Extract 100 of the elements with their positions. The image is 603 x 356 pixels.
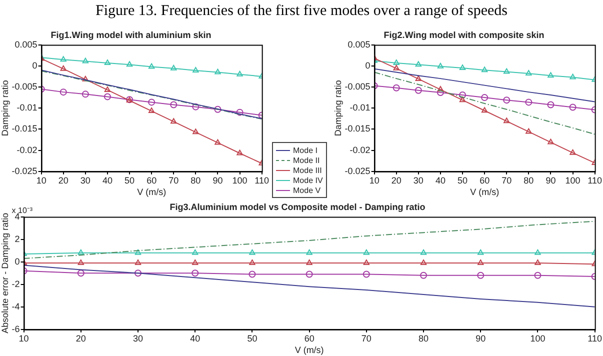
- point: [214, 68, 221, 74]
- point: [60, 88, 67, 96]
- point: [478, 249, 484, 255]
- point: [78, 249, 84, 255]
- y-tick-label: -0.02: [350, 144, 370, 155]
- point: [526, 128, 532, 134]
- chart-title: Fig2.Wing model with composite skin: [384, 30, 544, 40]
- y-tick-label: 0: [32, 60, 38, 70]
- point: [77, 270, 84, 277]
- legend-label: Mode V: [293, 186, 321, 194]
- point: [525, 98, 532, 106]
- y-tick-label: 0: [365, 60, 370, 70]
- point: [363, 249, 370, 255]
- y-tick-label: -0.01: [350, 102, 370, 113]
- point: [60, 65, 66, 71]
- point: [363, 259, 370, 265]
- point: [420, 272, 428, 279]
- point: [503, 96, 510, 104]
- point: [236, 150, 243, 156]
- point: [548, 72, 554, 78]
- point: [170, 64, 177, 70]
- point: [504, 68, 510, 74]
- x-tick-label: 100: [232, 175, 248, 186]
- point: [569, 104, 576, 111]
- x-tick-label: 50: [247, 333, 258, 344]
- x-tick-label: 90: [212, 175, 223, 186]
- x-tick-label: 30: [133, 333, 144, 344]
- point: [170, 118, 177, 124]
- x-tick-label: 100: [530, 333, 546, 344]
- point: [481, 94, 488, 102]
- point: [481, 66, 488, 72]
- point: [78, 259, 84, 265]
- point: [415, 61, 422, 67]
- x-tick-label: 70: [168, 175, 179, 186]
- x-tick-label: 20: [76, 333, 86, 344]
- y-tick-label: -0.015: [344, 124, 370, 134]
- point: [104, 86, 111, 92]
- x-tick-label: 100: [565, 175, 580, 186]
- y-tick-label: -0.015: [12, 124, 38, 134]
- point: [534, 259, 541, 265]
- x-tick-label: 30: [80, 175, 90, 186]
- y-axis-title: Damping ratio: [332, 80, 343, 136]
- x-tick-label: 110: [588, 175, 602, 186]
- line-series: [374, 72, 595, 135]
- y-tick-label: 4: [14, 211, 20, 222]
- point: [481, 107, 488, 113]
- x-tick-label: 50: [458, 175, 468, 186]
- y-tick-label: -0.02: [16, 144, 38, 155]
- x-tick-label: 110: [588, 333, 602, 344]
- point: [420, 259, 427, 265]
- y-tick-label: -4: [12, 301, 20, 312]
- point: [60, 56, 66, 62]
- chart-title: Fig3.Aluminium model vs Composite model - Damping ratio: [170, 202, 426, 212]
- point: [236, 108, 244, 116]
- point: [170, 101, 178, 108]
- point: [148, 98, 156, 106]
- y-axis-title: Damping ratio: [0, 80, 10, 136]
- y-tick-label: -0.005: [12, 81, 38, 92]
- x-tick-label: 40: [190, 333, 200, 344]
- x-tick-label: 80: [524, 175, 534, 186]
- point: [148, 63, 155, 69]
- point: [570, 74, 576, 80]
- point: [548, 138, 554, 144]
- x-tick-label: 40: [435, 175, 446, 186]
- x-tick-label: 10: [369, 175, 380, 186]
- point: [570, 149, 576, 155]
- point: [547, 101, 554, 108]
- x-tick-label: 60: [146, 175, 157, 186]
- text: Figure 13. Frequencies of the first five modes over a range of speeds: [94, 3, 508, 20]
- legend-label: Mode II: [293, 156, 320, 164]
- x-tick-label: 110: [254, 175, 270, 186]
- x-tick-label: 70: [361, 333, 372, 344]
- x-tick-label: 30: [413, 175, 424, 186]
- legend-label: Mode III: [293, 166, 322, 174]
- point: [437, 62, 444, 68]
- point: [104, 93, 111, 100]
- point: [436, 88, 444, 96]
- point: [192, 249, 198, 255]
- y-tick-label: -0.005: [344, 81, 370, 92]
- point: [248, 270, 256, 278]
- point: [477, 272, 484, 279]
- point: [534, 272, 542, 279]
- y-tick-label: -0.025: [344, 166, 370, 176]
- point: [192, 128, 199, 134]
- y-tick-label: -6: [12, 324, 20, 334]
- y-tick-label: 0.005: [348, 39, 370, 50]
- y-axis-title: Absolute error - Damping ratio: [0, 212, 10, 334]
- point: [192, 270, 199, 277]
- x-axis-title: V (m/s): [470, 187, 500, 198]
- point: [134, 259, 142, 265]
- point: [126, 61, 133, 67]
- point: [393, 59, 400, 65]
- x-tick-label: 20: [391, 175, 402, 186]
- point: [148, 108, 155, 114]
- legend-label: Mode IV: [293, 176, 323, 184]
- point: [249, 249, 256, 255]
- point: [306, 249, 312, 255]
- y-tick-label: -0.01: [16, 102, 38, 113]
- point: [306, 259, 312, 265]
- y-tick-label: 2: [14, 234, 20, 244]
